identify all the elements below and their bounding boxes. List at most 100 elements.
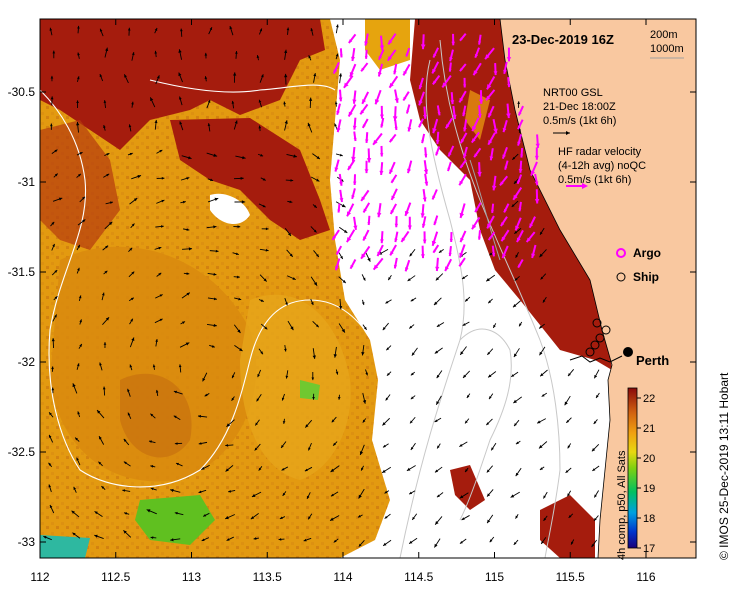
- gsl-velocity-arrow: [540, 537, 547, 545]
- gsl-velocity-arrow: [362, 324, 367, 331]
- gsl-velocity-arrow: [128, 124, 132, 132]
- hf-radar-arrow: [478, 34, 482, 45]
- gsl-legend-line3: 0.5m/s (1kt 6h): [543, 115, 616, 127]
- gsl-velocity-arrow: [337, 394, 341, 400]
- hf-radar-arrow: [458, 244, 466, 258]
- x-tick-label: 112.5: [101, 570, 130, 584]
- hf-radar-arrow: [517, 259, 524, 269]
- hf-radar-arrow: [500, 229, 510, 242]
- gsl-velocity-arrow: [232, 252, 239, 256]
- gsl-velocity-arrow: [310, 276, 318, 286]
- x-tick-label: 113: [182, 570, 201, 584]
- gsl-velocity-arrow: [96, 409, 105, 419]
- hf-radar-arrow: [421, 133, 426, 144]
- hf-radar-arrow: [530, 161, 538, 177]
- hf-radar-arrow: [353, 131, 357, 142]
- hf-radar-arrow: [422, 231, 427, 244]
- gsl-velocity-arrow: [156, 199, 165, 204]
- gsl-velocity-arrow: [436, 492, 444, 498]
- gsl-velocity-arrow: [257, 369, 262, 378]
- hf-radar-arrow: [361, 91, 370, 105]
- gsl-velocity-arrow: [436, 443, 441, 449]
- gsl-velocity-arrow: [178, 72, 183, 83]
- map-title: 23-Dec-2019 16Z: [512, 32, 614, 47]
- contour-label-1000m: 1000m: [650, 43, 684, 55]
- gsl-velocity-arrow: [206, 225, 217, 229]
- gsl-velocity-arrows: [43, 24, 600, 548]
- gsl-velocity-arrow: [513, 539, 519, 546]
- hf-radar-arrow: [463, 146, 468, 159]
- gsl-velocity-arrow: [358, 488, 365, 499]
- gsl-velocity-arrow: [228, 489, 236, 493]
- plot-frame: [39, 18, 697, 559]
- gsl-velocity-arrow: [76, 363, 80, 370]
- gsl-velocity-arrow: [73, 486, 77, 493]
- gsl-velocity-arrow: [233, 72, 237, 83]
- gsl-velocity-arrow: [310, 28, 314, 36]
- gsl-velocity-arrow: [234, 345, 243, 352]
- hf-radar-arrow: [436, 105, 441, 116]
- gsl-velocity-arrow: [174, 511, 184, 516]
- ship-icon: [616, 272, 626, 282]
- gsl-velocity-arrow: [170, 488, 181, 493]
- gsl-velocity-arrow: [231, 396, 235, 401]
- gsl-velocity-arrow: [79, 196, 86, 203]
- gsl-velocity-arrow: [285, 370, 289, 379]
- gsl-velocity-arrow: [51, 387, 55, 394]
- hf-radar-arrow: [512, 186, 523, 201]
- gsl-velocity-arrow: [146, 509, 157, 515]
- hf-radar-arrow: [334, 258, 341, 271]
- gsl-velocity-arrow: [253, 537, 259, 540]
- gsl-velocity-arrow: [105, 201, 114, 205]
- gsl-velocity-arrow: [181, 155, 192, 160]
- gsl-velocity-arrow: [542, 296, 547, 303]
- gsl-velocity-arrow: [43, 535, 52, 541]
- hf-radar-arrow: [423, 160, 429, 175]
- gsl-velocity-arrow: [541, 392, 548, 397]
- gsl-velocity-arrow: [259, 274, 268, 282]
- hf-radar-arrow: [405, 104, 411, 114]
- y-tick-label: -32.5: [8, 445, 36, 459]
- gsl-velocity-arrow: [259, 248, 269, 252]
- hf-radar-arrow: [487, 105, 495, 118]
- gsl-velocity-arrow: [488, 393, 494, 400]
- gsl-velocity-arrow: [312, 320, 320, 328]
- gsl-velocity-arrow: [312, 204, 318, 209]
- gsl-velocity-arrow: [229, 25, 234, 36]
- gsl-velocity-arrow: [79, 319, 82, 325]
- hf-radar-arrow: [432, 47, 440, 59]
- gsl-velocity-arrow: [434, 538, 441, 548]
- hf-radar-arrow: [407, 160, 413, 174]
- gsl-velocity-arrow: [515, 467, 522, 477]
- gsl-velocity-arrow: [518, 321, 523, 327]
- gsl-velocity-arrow: [335, 153, 343, 157]
- hf-radar-arrow: [458, 257, 466, 267]
- gsl-velocity-arrow: [567, 369, 575, 377]
- gsl-velocity-arrow: [593, 419, 598, 425]
- hf-radar-arrow: [347, 103, 357, 117]
- hf-radar-arrow: [362, 202, 371, 214]
- hf-radar-arrow: [380, 231, 384, 244]
- gsl-velocity-arrow: [361, 274, 366, 281]
- gsl-velocity-arrow: [197, 414, 208, 418]
- gsl-velocity-arrow: [150, 465, 156, 468]
- gsl-velocity-arrow: [50, 221, 55, 227]
- hf-radar-arrow: [393, 257, 398, 269]
- hf-radar-arrow: [420, 34, 426, 50]
- gsl-velocity-arrow: [382, 443, 389, 448]
- hf-radar-arrow: [463, 119, 468, 132]
- gsl-velocity-arrow: [411, 513, 418, 521]
- gsl-velocity-arrow: [433, 297, 442, 306]
- gsl-velocity-arrow: [459, 441, 468, 447]
- gsl-velocity-arrow: [312, 348, 316, 359]
- gsl-velocity-arrow: [386, 345, 392, 351]
- gsl-velocity-arrow: [543, 515, 548, 522]
- hf-radar-arrow: [402, 63, 411, 76]
- hf-radar-arrow: [394, 119, 398, 131]
- argo-icon: [616, 248, 626, 258]
- hf-radar-arrow: [517, 105, 524, 116]
- hf-radar-arrow: [380, 117, 385, 128]
- gsl-velocity-arrow: [76, 121, 80, 133]
- hf-radar-arrow: [351, 146, 356, 162]
- y-tick-label: -31: [18, 175, 36, 189]
